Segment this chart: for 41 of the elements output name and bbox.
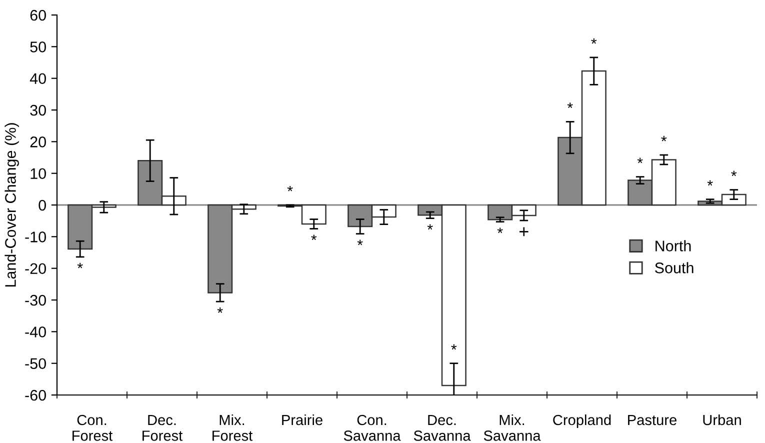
x-tick-label: Cropland (553, 414, 611, 428)
x-tick-label: Dec. Savanna (414, 414, 471, 441)
x-tick-label: Urban (703, 414, 741, 426)
x-tick-label: Dec. Forest (142, 414, 183, 441)
y-tick-label: -60 (25, 390, 46, 401)
legend-label: North (656, 240, 691, 252)
annotation: * (661, 136, 667, 142)
x-tick-label: Mix. Savanna (484, 414, 541, 441)
annotation: * (731, 170, 737, 176)
y-tick-label: -10 (25, 232, 46, 242)
x-tick-label: Prairie (282, 414, 322, 426)
y-tick-label: 40 (30, 73, 46, 84)
y-tick-label: 10 (30, 168, 46, 180)
y-axis-title: Land-Cover Change (%) (4, 123, 19, 287)
y-tick-label: -30 (25, 294, 46, 306)
annotation: * (217, 308, 223, 313)
annotation: * (77, 262, 83, 268)
y-tick-label: 60 (30, 10, 46, 21)
legend-label: South (655, 262, 694, 274)
y-tick-label: -20 (25, 263, 46, 274)
y-tick-label: 20 (30, 136, 46, 148)
x-tick-label: Pasture (628, 414, 676, 426)
annotation: * (637, 158, 643, 164)
x-tick-label: Mix. Forest (212, 414, 253, 441)
x-tick-label: Con. Savanna (344, 414, 401, 441)
annotation: * (451, 344, 457, 350)
annotation: * (287, 186, 293, 192)
y-tick-label: 30 (30, 104, 46, 116)
annotation: * (311, 234, 317, 240)
annotation: * (567, 102, 573, 108)
y-tick-label: -40 (25, 326, 46, 338)
annotation: * (591, 38, 597, 44)
annotation: + (520, 227, 528, 236)
y-tick-label: 0 (38, 200, 46, 211)
y-tick-label: 50 (30, 42, 46, 52)
annotation: * (707, 180, 713, 186)
annotation: * (357, 240, 363, 246)
y-tick-label: -50 (25, 358, 46, 370)
annotation: * (497, 228, 503, 234)
x-tick-label: Con. Forest (72, 414, 113, 441)
annotation: * (427, 224, 433, 230)
